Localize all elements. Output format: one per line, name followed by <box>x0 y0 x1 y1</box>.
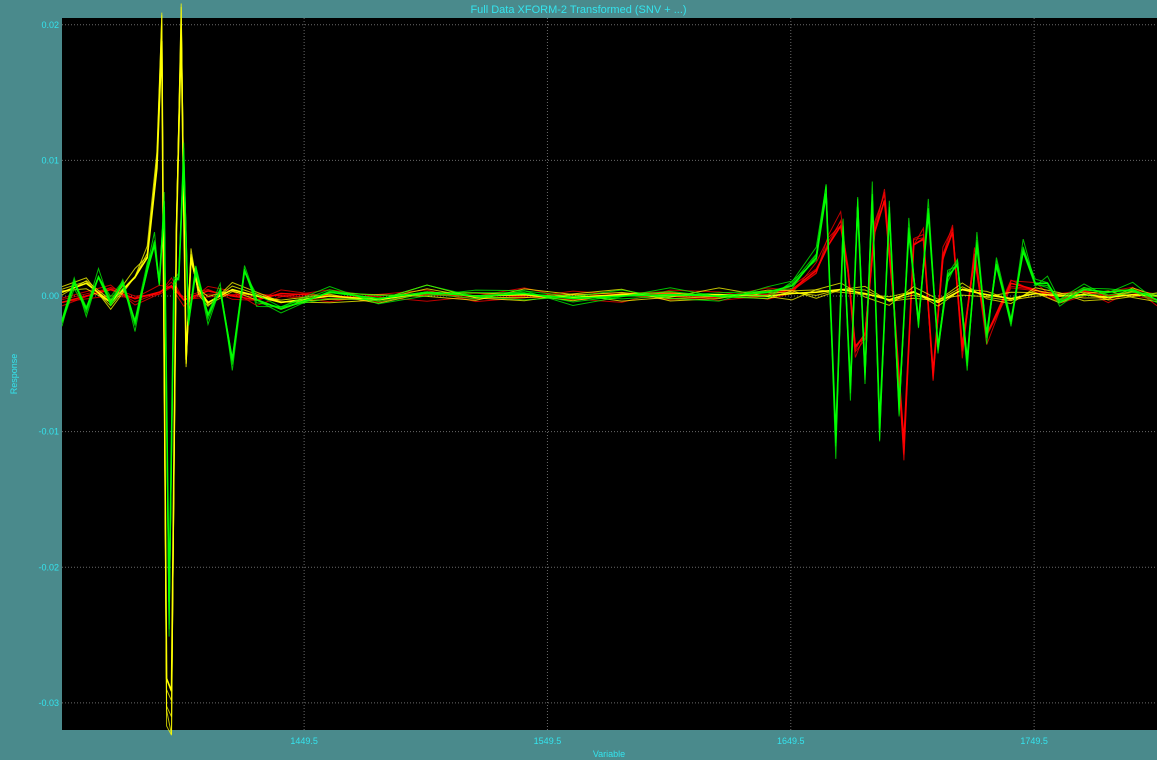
x-tick-label: 1649.5 <box>777 736 805 746</box>
x-tick-label: 1749.5 <box>1020 736 1048 746</box>
y-tick-label: 0.00 <box>41 291 59 301</box>
y-tick-label: -0.03 <box>38 698 59 708</box>
x-tick-label: 1449.5 <box>290 736 318 746</box>
y-tick-label: -0.01 <box>38 427 59 437</box>
y-tick-label: 0.01 <box>41 155 59 165</box>
y-tick-label: 0.02 <box>41 20 59 30</box>
y-tick-labels: 0.02 0.01 0.00 -0.01 -0.02 -0.03 <box>38 20 59 708</box>
y-tick-label: -0.02 <box>38 562 59 572</box>
series-line <box>61 194 1157 455</box>
x-axis-label: Variable <box>593 749 625 759</box>
series-line <box>61 6 1157 736</box>
plot-area[interactable] <box>62 18 1157 730</box>
series-layer <box>61 3 1157 736</box>
chart-title: Full Data XFORM-2 Transformed (SNV + ...… <box>470 4 687 16</box>
x-tick-labels: 1449.5 1549.5 1649.5 1749.5 <box>290 736 1048 746</box>
series-line <box>61 148 1157 637</box>
series-line <box>61 188 1157 461</box>
y-axis-label: Response <box>9 354 19 395</box>
x-tick-label: 1549.5 <box>534 736 562 746</box>
